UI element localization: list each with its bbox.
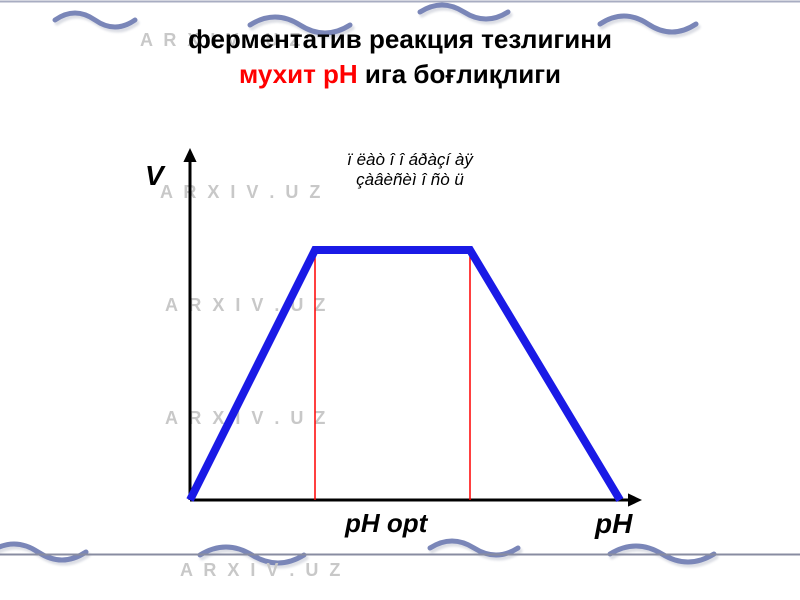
plateau-label: ï ëàò î î áðàçí àÿ çàâèñèì î ñò ü bbox=[300, 150, 520, 191]
plateau-label-line2: çàâèñèì î ñò ü bbox=[356, 170, 464, 189]
slide-title: ферментатив реакция тезлигини мухит рН и… bbox=[0, 22, 800, 92]
ph-opt-label: pH opt bbox=[345, 508, 427, 539]
title-line1: ферментатив реакция тезлигини bbox=[0, 22, 800, 57]
plateau-label-line1: ï ëàò î î áðàçí àÿ bbox=[347, 150, 473, 169]
title-line2: мухит рН ига боғлиқлиги bbox=[0, 57, 800, 92]
x-axis-label: pH bbox=[595, 508, 632, 540]
title-red: мухит рН bbox=[239, 59, 358, 89]
y-axis-label: V bbox=[145, 160, 164, 192]
title-rest: ига боғлиқлиги bbox=[358, 59, 561, 89]
